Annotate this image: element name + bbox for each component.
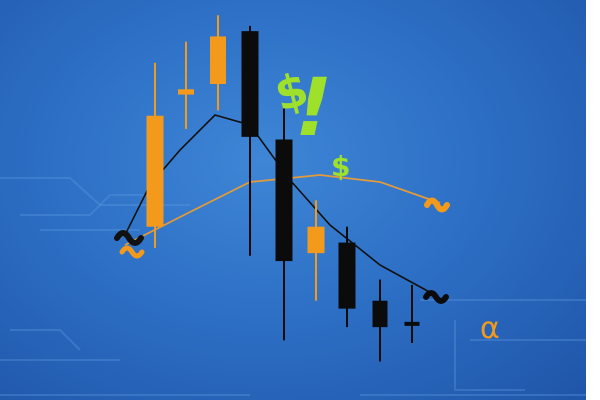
chart-artwork: $ ! $ α: [0, 15, 586, 396]
squiggle-marker-right-black: [423, 290, 449, 304]
grid-line: [20, 194, 150, 216]
finance-illustration: $ ! $ α: [0, 0, 586, 400]
squiggle-marker-left: [114, 230, 144, 246]
grid-line: [454, 320, 525, 391]
candle-body: [338, 242, 356, 309]
right-edge-strip: [586, 0, 600, 400]
candle-body: [241, 31, 259, 137]
squiggle-marker-left-orange: [119, 245, 145, 259]
candle-body: [178, 89, 194, 95]
dollar-small-symbol: $: [331, 150, 350, 183]
candle-body: [307, 226, 325, 254]
candle-body: [146, 115, 164, 227]
squiggle-marker-right-orange: [424, 197, 450, 213]
alpha-symbol: α: [480, 311, 500, 346]
candle-body: [404, 321, 420, 326]
grid-line: [0, 177, 190, 206]
grid-line: [10, 329, 81, 351]
candle-body: [275, 139, 293, 262]
candlesticks: [146, 15, 420, 362]
background-grid: [0, 177, 586, 396]
candle-body: [372, 300, 388, 328]
candle-body: [210, 36, 226, 84]
